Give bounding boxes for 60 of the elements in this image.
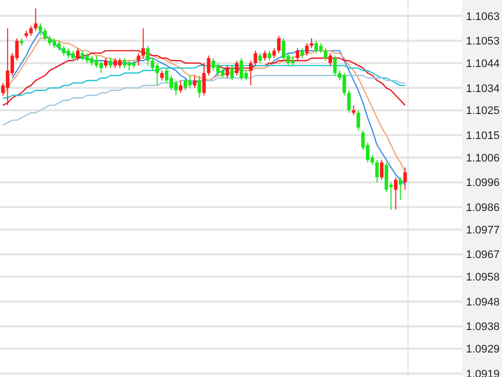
candlestick: [328, 52, 332, 66]
candlestick: [108, 58, 112, 69]
candlestick: [324, 48, 328, 62]
candlestick: [347, 90, 351, 114]
candlestick: [258, 52, 262, 64]
candlestick: [202, 62, 206, 96]
candlestick: [305, 42, 309, 56]
y-tick-label: 1.1044: [466, 58, 500, 70]
candlestick: [403, 166, 407, 190]
candlestick: [206, 55, 210, 76]
candlestick: [277, 35, 281, 54]
candlestick: [184, 77, 188, 91]
candlestick: [254, 50, 258, 66]
candlestick: [300, 48, 304, 59]
y-tick-label: 1.0967: [466, 249, 500, 262]
candlestick: [375, 159, 379, 183]
candlestick: [29, 25, 33, 36]
candlestick: [38, 22, 42, 36]
candlestick: [398, 176, 402, 200]
y-tick-label: 1.0938: [466, 321, 500, 334]
y-tick-label: 1.0929: [466, 344, 500, 356]
candlestick: [333, 55, 337, 76]
y-tick-label: 1.1053: [466, 36, 500, 48]
candlestick: [76, 48, 80, 62]
y-tick-label: 1.0948: [466, 296, 500, 308]
candlestick: [43, 28, 47, 42]
candlestick: [146, 45, 150, 66]
y-tick-label: 1.0996: [466, 177, 500, 190]
candlestick: [34, 8, 38, 32]
y-tick-label: 1.1006: [466, 152, 500, 164]
candlestick: [310, 38, 314, 49]
candlestick: [272, 48, 276, 59]
y-tick-label: 1.1063: [466, 10, 500, 23]
candlestick: [394, 176, 398, 210]
candlestick: [380, 159, 384, 180]
candlestick: [178, 80, 182, 94]
candlestick: [230, 65, 234, 81]
candlestick: [136, 52, 140, 66]
candlestick: [296, 48, 300, 62]
y-tick-label: 1.1034: [466, 82, 500, 95]
y-tick-label: 1.0919: [466, 368, 500, 377]
candlestick: [352, 104, 356, 116]
y-tick-label: 1.0977: [466, 224, 500, 236]
candlestick: [155, 62, 159, 86]
candlestick: [234, 60, 238, 76]
candlestick: [268, 50, 272, 62]
candlestick: [198, 75, 202, 98]
candlestick: [220, 68, 224, 78]
candlestick: [356, 110, 360, 131]
y-tick-label: 1.0958: [466, 272, 500, 284]
candlestick: [141, 28, 145, 59]
y-tick-label: 1.1015: [466, 130, 500, 142]
candlestick: [160, 70, 164, 81]
candlestick: [104, 58, 108, 69]
candlestick: [226, 65, 230, 78]
candlestick: [192, 75, 196, 88]
y-tick-label: 1.0986: [466, 202, 500, 214]
y-tick-label: 1.1025: [466, 105, 500, 118]
candlestick: [249, 60, 253, 86]
candlestick: [263, 50, 267, 62]
